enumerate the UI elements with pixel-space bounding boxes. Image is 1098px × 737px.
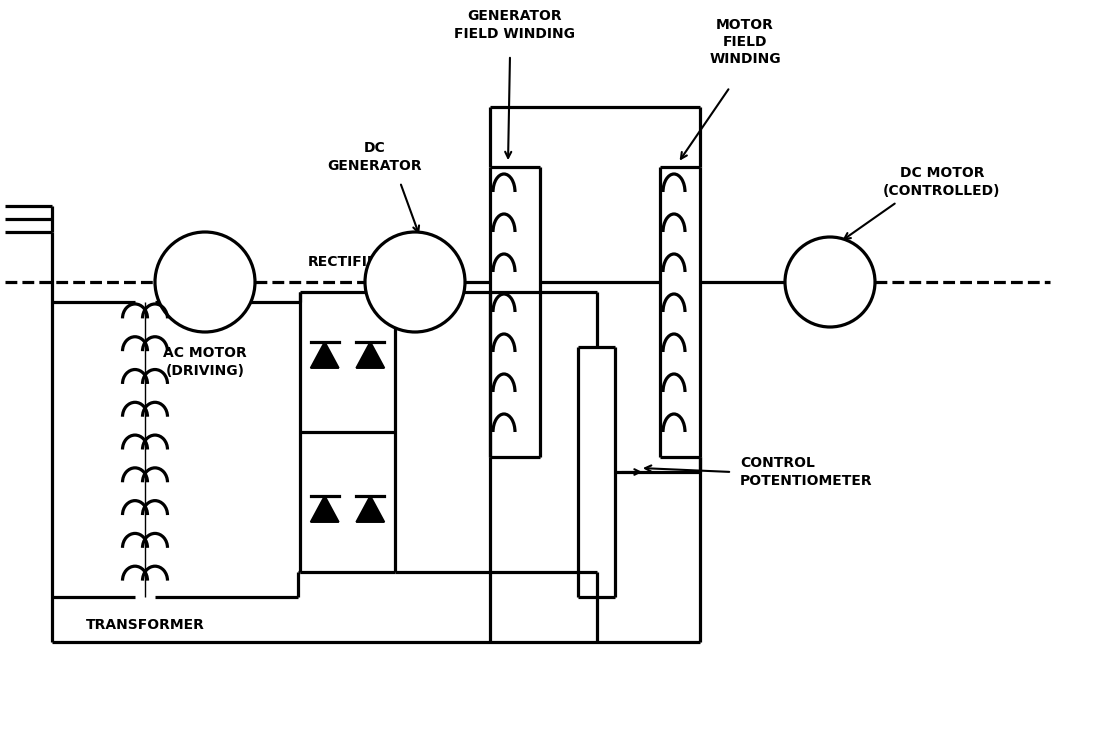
Polygon shape: [356, 496, 384, 522]
Text: MOTOR
FIELD
WINDING: MOTOR FIELD WINDING: [709, 18, 781, 66]
Text: AC MOTOR
(DRIVING): AC MOTOR (DRIVING): [164, 346, 247, 377]
Text: DC MOTOR
(CONTROLLED): DC MOTOR (CONTROLLED): [883, 167, 1000, 198]
Circle shape: [155, 232, 255, 332]
Polygon shape: [356, 342, 384, 368]
Text: RECTIFIER: RECTIFIER: [307, 255, 388, 269]
Circle shape: [785, 237, 875, 327]
Circle shape: [365, 232, 464, 332]
Polygon shape: [311, 342, 338, 368]
Text: CONTROL
POTENTIOMETER: CONTROL POTENTIOMETER: [740, 456, 873, 488]
Text: DC
GENERATOR: DC GENERATOR: [327, 142, 423, 172]
Text: TRANSFORMER: TRANSFORMER: [86, 618, 204, 632]
Polygon shape: [311, 496, 338, 522]
Text: GENERATOR
FIELD WINDING: GENERATOR FIELD WINDING: [455, 10, 575, 41]
